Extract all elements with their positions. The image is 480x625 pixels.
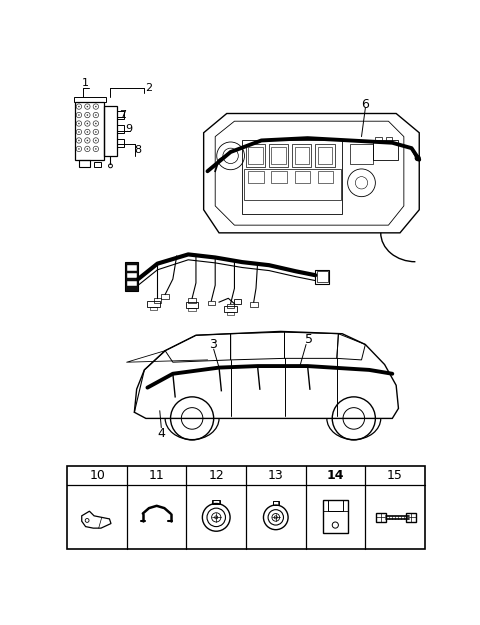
Bar [234,299,240,304]
Bar [188,308,196,311]
Text: 4: 4 [157,426,165,439]
Bar [186,302,198,308]
Text: 3: 3 [209,338,217,351]
Circle shape [95,122,96,124]
Bar [212,499,220,504]
Bar [188,298,196,303]
Text: 7: 7 [119,110,126,120]
Bar [154,298,161,303]
Bar [147,301,160,307]
Circle shape [78,139,80,141]
Bar [292,144,312,168]
Bar [242,141,342,214]
Bar [328,501,343,511]
Bar [118,139,123,147]
Bar [295,171,310,182]
Bar [273,501,279,505]
Bar [376,512,386,522]
Text: 1: 1 [82,79,89,89]
Bar [246,144,265,168]
Circle shape [86,106,88,107]
Bar [227,304,234,308]
Bar [248,147,263,164]
Bar [271,171,287,182]
Text: 14: 14 [326,469,344,482]
Bar [323,501,348,532]
Circle shape [86,148,88,150]
Bar [407,512,416,522]
Bar [375,137,382,142]
Bar [248,171,264,182]
Bar [250,302,258,307]
Bar [118,125,123,132]
Bar [79,160,90,167]
Text: 10: 10 [89,469,105,482]
Text: 8: 8 [134,146,142,156]
Bar [315,144,335,168]
Circle shape [78,131,80,132]
Circle shape [78,148,80,150]
Text: 11: 11 [149,469,165,482]
Bar [127,273,137,278]
Circle shape [95,139,96,141]
Text: 15: 15 [387,469,403,482]
Circle shape [86,122,88,124]
Circle shape [95,114,96,116]
Bar [225,306,237,312]
Polygon shape [125,262,138,291]
Bar [150,307,157,310]
Circle shape [86,131,88,132]
Bar [94,162,101,167]
Bar [373,141,398,160]
Bar [127,265,137,271]
Bar [295,147,309,164]
Bar [67,466,425,549]
Bar [73,98,106,102]
Bar [318,147,332,164]
Circle shape [78,106,80,107]
Bar [227,312,234,315]
Circle shape [78,122,80,124]
Circle shape [86,139,88,141]
Bar [127,281,137,286]
Bar [386,137,392,142]
Circle shape [86,114,88,116]
Bar [207,301,215,305]
Circle shape [95,131,96,132]
Circle shape [415,155,421,161]
Bar [161,294,169,299]
Bar [269,144,288,168]
Text: 5: 5 [305,333,313,346]
Bar [118,111,123,119]
Circle shape [78,114,80,116]
Bar [271,147,286,164]
Text: 12: 12 [208,469,224,482]
Text: 2: 2 [144,83,152,93]
Text: 13: 13 [268,469,284,482]
Circle shape [95,106,96,107]
Bar [350,144,373,164]
Bar [317,271,328,282]
Text: 6: 6 [361,98,369,111]
Circle shape [95,148,96,150]
Bar [315,270,329,284]
Bar [244,169,341,200]
Text: 9: 9 [125,124,132,134]
Bar [318,171,333,182]
